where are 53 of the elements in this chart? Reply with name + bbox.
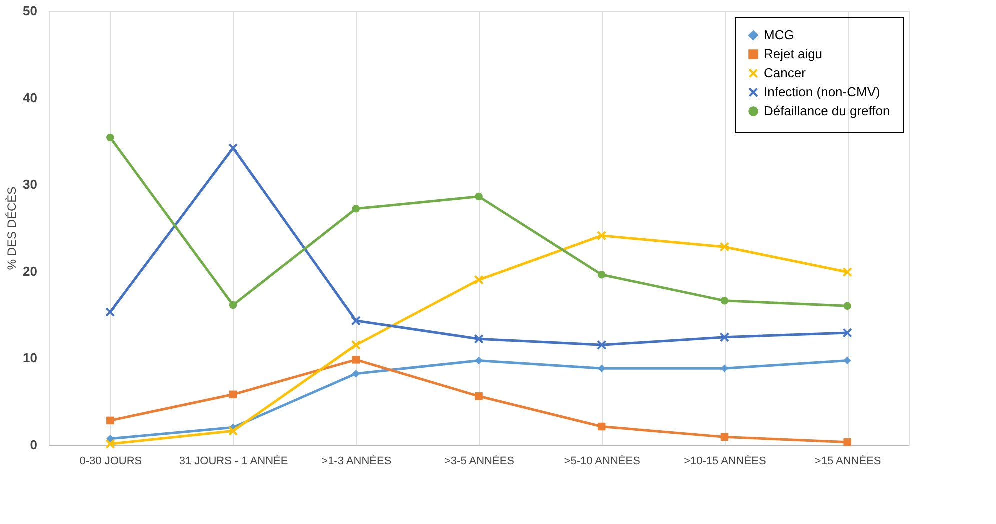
y-tick-label: 50	[23, 4, 38, 18]
point	[106, 439, 116, 450]
y-tick-label: 20	[23, 264, 38, 279]
x-tick-label: 31 JOURS - 1 ANNÉE	[179, 454, 288, 468]
point	[598, 364, 606, 372]
point	[844, 302, 852, 310]
legend-label: Cancer	[764, 66, 807, 80]
point	[475, 192, 483, 201]
point	[844, 438, 852, 446]
point	[598, 271, 606, 279]
y-tick-label: 10	[23, 350, 38, 366]
point	[352, 356, 360, 364]
point	[352, 205, 360, 213]
legend-label: Défaillance du greffon	[764, 104, 890, 118]
point	[475, 356, 483, 365]
point	[475, 392, 483, 400]
x-tick-label: >15 ANNÉES	[814, 454, 882, 468]
point	[474, 275, 484, 285]
x-tick-label: >5-10 ANNÉES	[564, 454, 640, 468]
point	[351, 316, 362, 326]
point	[106, 435, 114, 443]
point	[228, 426, 238, 436]
point	[352, 370, 360, 378]
point	[228, 143, 238, 154]
point	[598, 422, 606, 431]
point	[229, 390, 238, 399]
point	[842, 328, 852, 338]
point	[720, 332, 730, 342]
point	[720, 242, 730, 252]
point	[351, 340, 362, 350]
point	[596, 340, 607, 350]
point	[720, 364, 729, 372]
point	[720, 297, 729, 305]
x-tick-label: >1-3 ANNÉES	[322, 454, 392, 468]
point	[106, 134, 114, 142]
y-tick-label: 0	[30, 438, 38, 452]
point	[842, 267, 852, 278]
legend-label: MCG	[764, 28, 794, 42]
point	[720, 433, 729, 442]
x-tick-label: >10-15 ANNÉES	[684, 454, 766, 468]
legend-label: Rejet aigu	[764, 46, 823, 62]
point	[106, 416, 114, 425]
legend-label: Infection (non-CMV)	[764, 84, 880, 100]
y-tick-label: 30	[23, 177, 38, 192]
point	[106, 307, 116, 318]
point	[474, 334, 484, 344]
point	[596, 230, 607, 241]
y-tick-label: 40	[23, 90, 38, 106]
x-tick-label: 0-30 JOURS	[80, 456, 142, 468]
point	[844, 356, 852, 365]
y-axis-title: % DES DÉCÈS	[5, 186, 20, 270]
x-tick-label: >3-5 ANNÉES	[444, 454, 515, 468]
point	[229, 301, 238, 310]
